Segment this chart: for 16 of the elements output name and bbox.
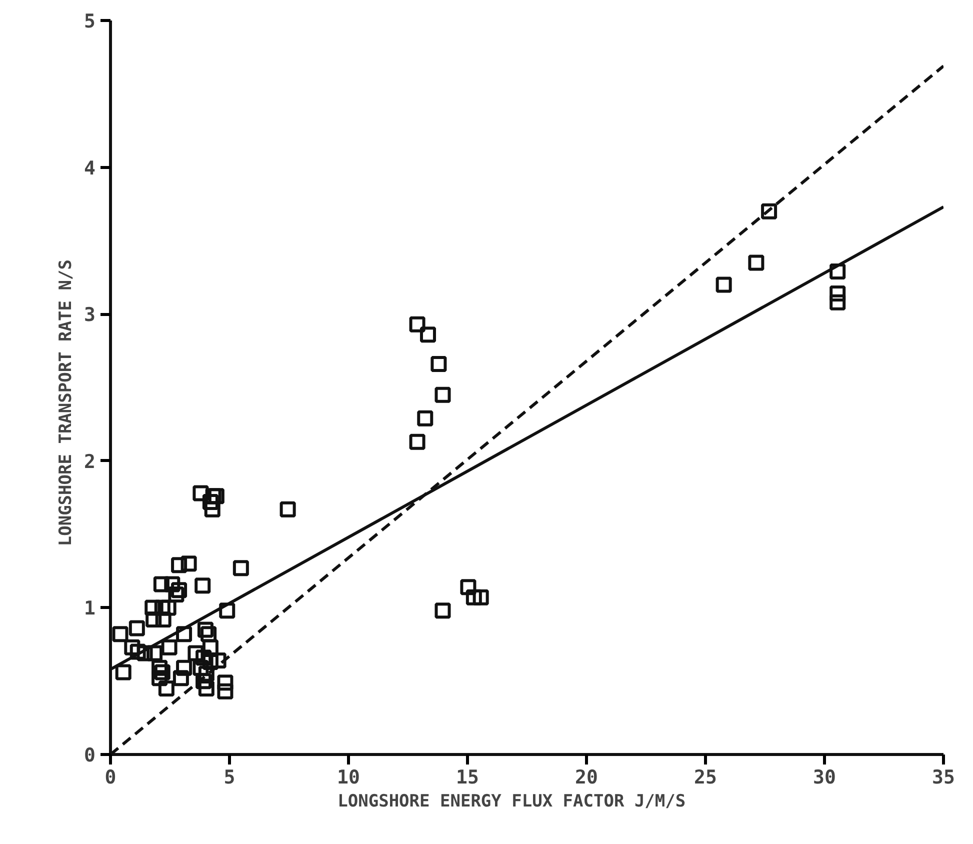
y-tick-label: 3 [84,304,96,326]
y-tick-label: 4 [84,157,96,180]
x-tick-label: 5 [224,766,236,788]
x-tick-label: 20 [575,766,598,788]
y-tick-label: 2 [84,450,96,473]
x-tick-label: 15 [456,766,479,788]
x-tick-label: 30 [813,766,836,788]
x-tick-label: 10 [337,766,360,788]
y-tick-label: 0 [84,744,96,766]
y-tick-label: 1 [84,598,96,620]
x-tick-label: 35 [932,766,955,788]
y-tick-label: 5 [84,10,96,32]
y-axis-title: LONGSHORE TRANSPORT RATE N/S [56,260,76,546]
x-tick-label: 0 [104,766,116,788]
x-axis-title: LONGSHORE ENERGY FLUX FACTOR J/M/S [338,792,686,812]
x-tick-label: 25 [694,766,717,788]
